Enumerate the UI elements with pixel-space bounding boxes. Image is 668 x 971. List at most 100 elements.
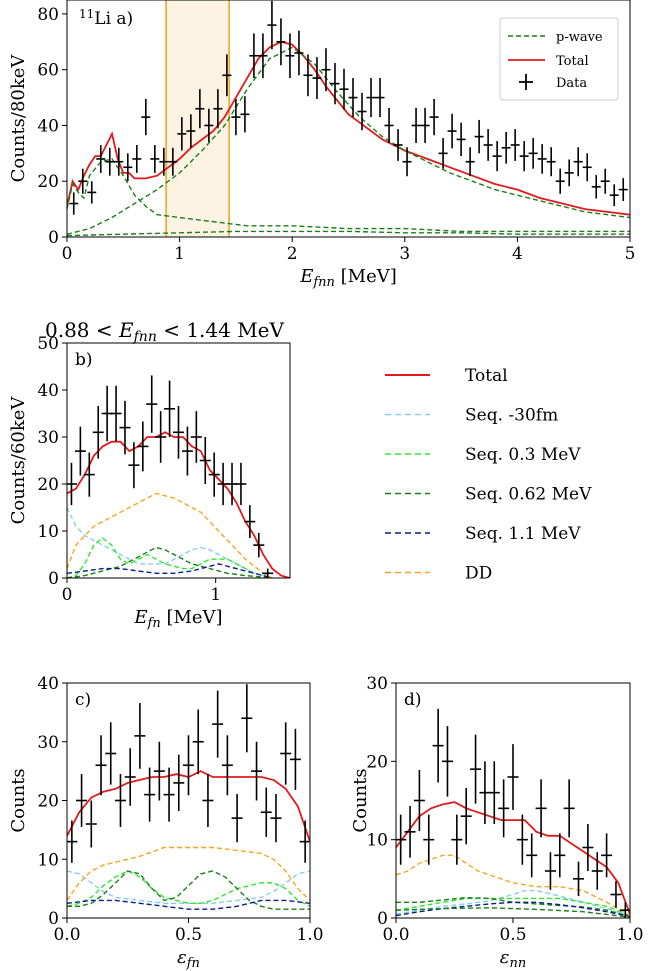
data-point [141,98,151,136]
data-point [128,442,140,489]
x-tick-label: 1.0 [296,925,323,945]
data-point [582,824,594,871]
series-line-component-3 [67,230,630,237]
data-point [159,147,169,176]
legend-label: Seq. -30fm [465,406,558,426]
data-point [222,54,232,97]
data-point [411,107,421,144]
data-point [510,129,520,161]
y-tick-label: 50 [37,334,59,354]
data-point [404,805,416,858]
data-point [114,774,126,827]
data-point [195,89,205,129]
axis-frame [66,0,631,238]
x-tick-label: 5 [625,244,636,264]
data-point [582,153,592,182]
series-line-seq-0-62-mev [396,896,630,918]
data-point [105,722,117,785]
panel-annotation: 11Li a) [79,7,133,29]
data-point [132,144,142,173]
legend-label: Seq. 0.3 MeV [465,445,581,465]
series-line-dd [396,854,630,917]
data-point [144,767,156,822]
data-point [212,690,224,758]
panel-label: b) [75,350,93,370]
data-point [384,107,394,144]
plot-area [67,0,630,237]
y-tick-label: 0 [377,909,388,929]
data-point [429,98,439,136]
data-point [78,168,88,194]
panel-b-title: 0.88 < Efnn < 1.44 MeV [45,318,285,345]
y-tick-label: 30 [37,733,59,753]
data-point [526,833,538,878]
panel-label: c) [75,690,91,710]
x-tick-label: 0 [62,585,73,605]
legend-b: Total Seq. -30fm Seq. 0.3 MeV Seq. 0.62 MeV… [385,366,592,584]
y-tick-label: 40 [37,674,59,694]
data-point [479,761,491,824]
data-point [183,735,194,796]
legend-a: p-wave Total Data [499,17,619,101]
plot-area [67,375,290,578]
data-point [357,92,367,131]
data-point [289,728,301,790]
data-point [105,147,115,176]
y-axis-label: Counts/60keV [8,396,29,525]
data-point [83,452,95,497]
data-point [204,108,214,143]
data-point [146,375,158,433]
series-line-seq-1-1-mev [67,899,310,910]
data-point [366,78,376,118]
data-point [492,141,502,172]
data-point [260,787,272,837]
x-tick-label: 1 [210,585,221,605]
legend-label: Data [556,76,587,91]
series-line-total [396,801,630,915]
y-tick-label: 20 [366,752,388,772]
y-tick-label: 40 [37,381,59,401]
data-point [163,767,175,822]
y-tick-label: 30 [37,428,59,448]
data-point [609,184,619,207]
data-point [164,380,176,437]
data-point [74,426,86,476]
data-point [393,129,403,161]
data-point [253,532,265,558]
data-point [619,902,630,918]
y-tick-label: 0 [48,228,59,248]
data-point [600,168,610,194]
data-point [470,734,482,804]
y-tick-label: 10 [37,850,59,870]
legend-label: Total [556,54,589,69]
panel-label: d) [404,690,422,710]
x-axis-label: εfn [177,947,200,971]
series-line-total [67,40,630,216]
data-point [348,78,358,118]
panel-d: 0.0 0.5 1.0 0 10 20 30 εnn Counts d) [350,674,644,971]
data-point [413,769,425,832]
y-tick-label: 40 [37,116,59,136]
data-point [119,400,131,455]
data-point [601,833,613,878]
data-point [249,33,259,79]
data-point [96,144,106,173]
y-tick-label: 10 [37,522,59,542]
y-axis-label: Counts [8,768,29,832]
data-point [173,405,184,459]
series-line-component-2 [67,158,630,233]
y-tick-label: 0 [48,569,59,589]
data-point [423,814,435,865]
series-line-dd [67,846,310,901]
data-point [95,735,107,796]
data-point [537,144,547,174]
series-line-seq-1-1-mev [67,563,273,578]
x-tick-label: 3 [399,244,410,264]
y-tick-label: 20 [37,792,59,812]
data-point [330,63,340,105]
data-point [488,761,500,824]
data-point [564,159,574,187]
data-point [339,68,349,110]
panel-c: 0.0 0.5 1.0 0 10 20 30 40 εfn Counts c) [8,674,324,971]
